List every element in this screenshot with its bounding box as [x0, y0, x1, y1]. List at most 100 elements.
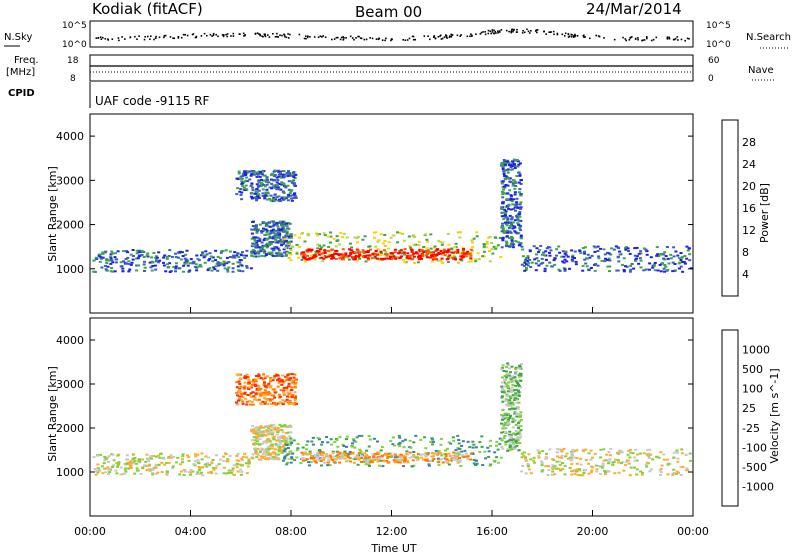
data-cell	[675, 473, 679, 475]
data-cell	[255, 183, 259, 186]
data-cell	[185, 454, 189, 457]
noise-point	[643, 39, 646, 41]
noise-point	[556, 32, 559, 35]
data-cell	[648, 456, 651, 459]
data-cell	[282, 389, 286, 392]
data-cell	[280, 225, 284, 228]
data-cell	[238, 387, 242, 390]
data-cell	[418, 248, 422, 251]
data-cell	[430, 437, 434, 440]
data-cell	[508, 367, 511, 370]
data-cell	[267, 233, 271, 236]
data-cell	[289, 440, 293, 443]
data-cell	[276, 426, 280, 429]
data-cell	[555, 467, 558, 470]
data-cell	[280, 425, 283, 428]
data-cell	[550, 473, 554, 476]
data-cell	[585, 265, 589, 268]
data-cell	[433, 257, 437, 260]
data-cell	[521, 255, 525, 258]
data-cell	[255, 239, 259, 242]
data-cell	[519, 179, 523, 182]
data-cell	[571, 256, 575, 259]
noise-point	[259, 34, 261, 37]
data-cell	[576, 474, 580, 477]
data-cell	[656, 269, 660, 272]
power-colorbar-label: Power [dB]	[758, 183, 771, 243]
data-cell	[454, 242, 458, 245]
data-cell	[669, 253, 673, 256]
data-cell	[579, 474, 583, 477]
data-cell	[243, 170, 247, 173]
data-cell	[518, 243, 522, 246]
noise-point	[497, 32, 499, 34]
data-cell	[540, 460, 544, 463]
data-cell	[349, 242, 352, 245]
data-cell	[135, 249, 139, 252]
data-cell	[193, 265, 197, 268]
data-cell	[403, 248, 407, 251]
data-cell	[307, 248, 311, 251]
data-cell	[516, 165, 520, 168]
data-cell	[386, 461, 390, 464]
data-cell	[231, 270, 235, 273]
data-cell	[508, 446, 512, 449]
data-cell	[602, 459, 606, 462]
data-cell	[519, 425, 523, 427]
data-cell	[489, 445, 492, 447]
data-cell	[393, 248, 397, 251]
data-cell	[455, 454, 459, 457]
data-cell	[519, 193, 523, 196]
data-cell	[391, 443, 395, 446]
noise-point	[576, 35, 579, 37]
data-cell	[604, 459, 608, 462]
data-cell	[261, 400, 265, 403]
data-cell	[508, 221, 512, 224]
data-cell	[501, 168, 505, 171]
data-cell	[195, 254, 199, 257]
data-cell	[301, 446, 305, 449]
data-cell	[94, 256, 98, 259]
data-cell	[300, 258, 304, 261]
data-cell	[269, 194, 273, 197]
data-cell	[401, 440, 405, 443]
data-cell	[510, 439, 514, 442]
data-cell	[501, 409, 505, 411]
data-cell	[472, 443, 476, 446]
data-cell	[265, 456, 269, 459]
data-cell	[250, 228, 254, 231]
y-tick-label: 3000	[56, 378, 84, 391]
noise-point	[230, 35, 232, 37]
data-cell	[241, 185, 245, 188]
data-cell	[506, 177, 510, 180]
data-cell	[165, 257, 169, 260]
data-cell	[472, 462, 476, 465]
data-cell	[280, 197, 284, 200]
data-cell	[396, 461, 400, 464]
data-cell	[124, 466, 128, 469]
data-cell	[256, 452, 260, 455]
data-cell	[515, 411, 519, 414]
data-cell	[534, 262, 538, 265]
data-cell	[280, 244, 284, 247]
data-cell	[269, 380, 272, 383]
data-cell	[165, 473, 169, 476]
data-cell	[167, 266, 171, 268]
noise-point	[677, 39, 679, 41]
data-cell	[273, 396, 277, 399]
data-cell	[458, 457, 462, 459]
data-cell	[633, 254, 637, 257]
data-cell	[275, 181, 279, 184]
noise-series	[95, 28, 690, 42]
data-cell	[521, 248, 525, 251]
data-cell	[316, 247, 320, 250]
data-cell	[677, 257, 681, 260]
data-cell	[503, 175, 507, 177]
data-cell	[611, 463, 615, 466]
data-cell	[461, 454, 465, 457]
data-cell	[510, 386, 514, 389]
data-cell	[681, 270, 685, 273]
data-cell	[214, 259, 217, 262]
